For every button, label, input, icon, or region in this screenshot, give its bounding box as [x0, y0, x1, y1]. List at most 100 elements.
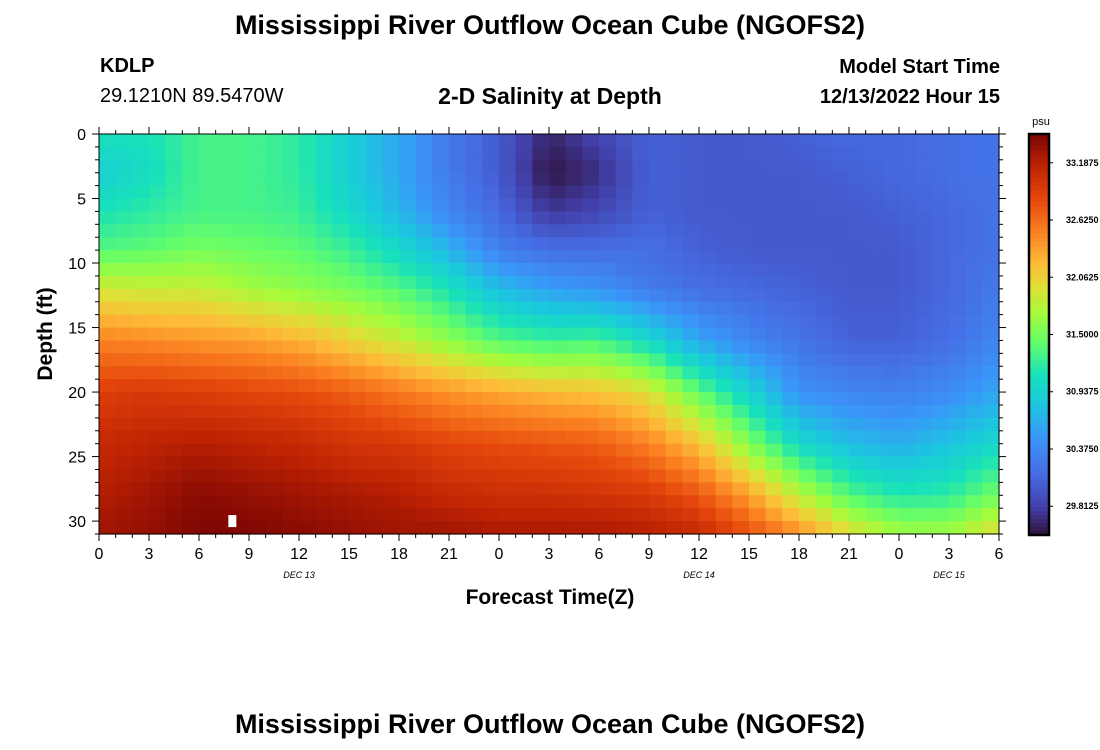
heatmap-cell	[765, 159, 783, 174]
heatmap-cell	[115, 482, 133, 496]
heatmap-cell	[449, 134, 467, 148]
heatmap-cell	[515, 146, 533, 161]
heatmap-cell	[199, 340, 217, 354]
heatmap-cell	[749, 250, 767, 264]
colorbar-swatch	[1029, 282, 1049, 287]
heatmap-cell	[165, 521, 183, 535]
heatmap-cell	[982, 134, 1000, 148]
heatmap-cell	[199, 159, 217, 174]
heatmap-cell	[965, 185, 983, 200]
heatmap-cell	[949, 250, 967, 264]
heatmap-cell	[415, 263, 433, 277]
heatmap-cell	[282, 224, 300, 238]
heatmap-cell	[749, 211, 767, 225]
heatmap-cell	[715, 469, 733, 483]
heatmap-cell	[199, 198, 217, 213]
heatmap-cell	[665, 146, 683, 161]
colorbar-swatch	[1029, 266, 1049, 271]
heatmap-cell	[449, 211, 467, 225]
heatmap-cell	[365, 340, 383, 354]
heatmap-cell	[299, 250, 317, 264]
heatmap-cell	[615, 443, 633, 458]
colorbar-swatch	[1029, 506, 1049, 512]
heatmap-cell	[582, 172, 600, 187]
heatmap-cell	[232, 146, 250, 161]
heatmap-cell	[649, 301, 667, 316]
heatmap-cell	[632, 456, 650, 471]
heatmap-cell	[215, 288, 233, 303]
heatmap-cell	[449, 250, 467, 264]
heatmap-cell	[932, 224, 950, 238]
heatmap-cell	[915, 275, 933, 290]
heatmap-cell	[482, 456, 500, 471]
heatmap-cell	[315, 198, 333, 213]
heatmap-cell	[815, 392, 833, 406]
heatmap-cell	[699, 353, 717, 367]
heatmap-cell	[682, 340, 700, 354]
heatmap-cell	[982, 250, 1000, 264]
heatmap-cell	[265, 482, 283, 496]
heatmap-cell	[565, 211, 583, 225]
heatmap-cell	[649, 314, 667, 329]
heatmap-cell	[665, 237, 683, 251]
heatmap-cell	[832, 340, 850, 354]
colorbar: 33.187532.625032.062531.500030.937530.37…	[1027, 132, 1099, 537]
heatmap-cell	[832, 508, 850, 522]
heatmap-cell	[799, 198, 817, 213]
heatmap-cell	[432, 392, 450, 406]
heatmap-cell	[715, 404, 733, 419]
heatmap-cell	[599, 134, 617, 148]
heatmap-cell	[249, 392, 267, 406]
heatmap-cell	[599, 430, 617, 445]
heatmap-cell	[399, 482, 417, 496]
heatmap-cell	[215, 404, 233, 419]
heatmap-cell	[899, 301, 917, 316]
heatmap-cell	[682, 198, 700, 213]
heatmap-cell	[432, 275, 450, 290]
heatmap-cell	[465, 237, 483, 251]
heatmap-cell	[649, 353, 667, 367]
heatmap-cell	[649, 508, 667, 522]
heatmap-cell	[115, 392, 133, 406]
heatmap-cell	[582, 456, 600, 471]
heatmap-cell	[182, 263, 200, 277]
heatmap-cell	[632, 211, 650, 225]
heatmap-cell	[815, 314, 833, 329]
heatmap-cell	[349, 263, 367, 277]
heatmap-cell	[432, 469, 450, 483]
heatmap-cell	[99, 521, 117, 535]
heatmap-cell	[849, 482, 867, 496]
heatmap-cell	[115, 340, 133, 354]
heatmap-cell	[965, 392, 983, 406]
colorbar-swatch	[1029, 526, 1049, 532]
heatmap-cell	[132, 366, 150, 380]
heatmap-cell	[349, 469, 367, 483]
heatmap-cell	[399, 508, 417, 522]
x-date-label: DEC 15	[933, 570, 966, 580]
heatmap-cell	[799, 301, 817, 316]
heatmap-cell	[482, 250, 500, 264]
heatmap-cell	[299, 508, 317, 522]
heatmap-cell	[549, 146, 567, 161]
heatmap-cell	[615, 314, 633, 329]
heatmap-cell	[399, 224, 417, 238]
colorbar-swatch	[1029, 458, 1049, 464]
heatmap-cell	[532, 159, 550, 174]
heatmap-cell	[732, 379, 750, 393]
colorbar-swatch	[1029, 166, 1049, 171]
heatmap-cell	[599, 314, 617, 329]
heatmap-cell	[632, 327, 650, 342]
colorbar-swatch	[1029, 146, 1049, 151]
colorbar-swatch	[1029, 490, 1049, 496]
heatmap-cell	[532, 301, 550, 316]
heatmap-cell	[582, 327, 600, 342]
heatmap-cell	[849, 353, 867, 367]
heatmap-cell	[465, 211, 483, 225]
heatmap-cell	[849, 185, 867, 200]
heatmap-cell	[849, 301, 867, 316]
heatmap-cell	[115, 237, 133, 251]
heatmap-cell	[682, 288, 700, 303]
heatmap-cell	[132, 404, 150, 419]
heatmap-cell	[482, 146, 500, 161]
heatmap-cell	[765, 314, 783, 329]
